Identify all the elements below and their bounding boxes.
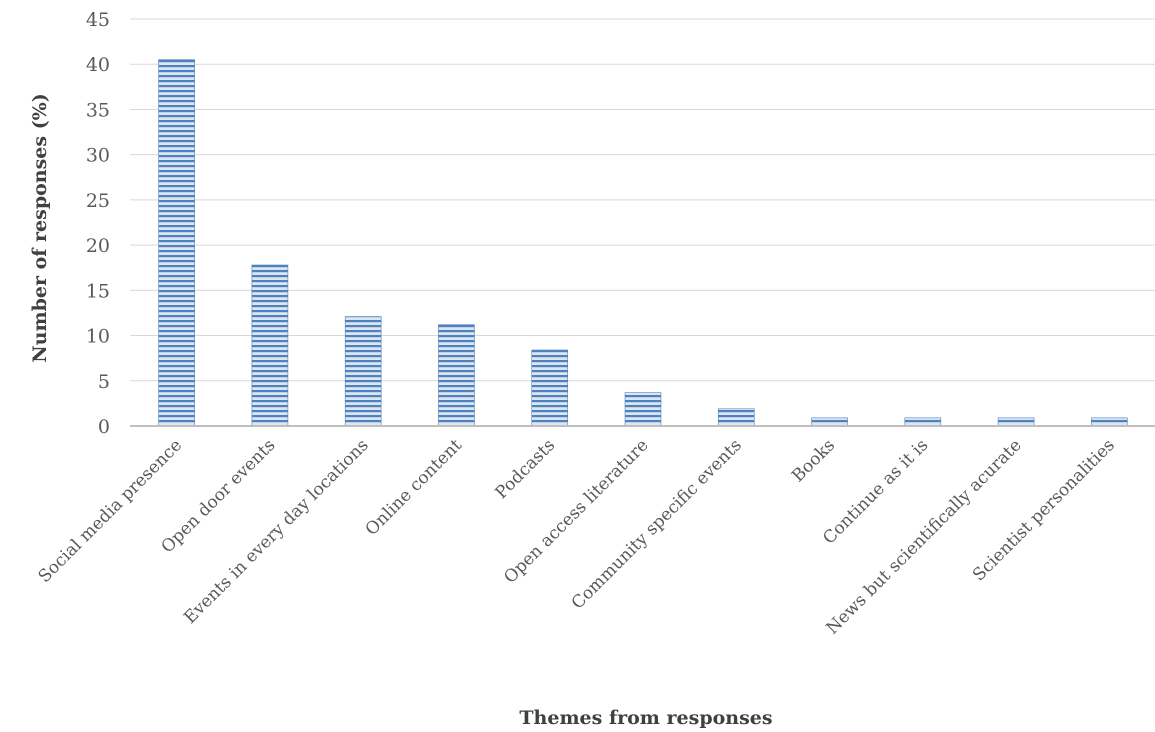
bar bbox=[1091, 417, 1128, 427]
y-tick-label: 5 bbox=[98, 371, 110, 393]
bar bbox=[344, 316, 382, 427]
y-tick-label: 30 bbox=[86, 145, 110, 167]
bar bbox=[531, 349, 569, 427]
y-tick-label: 35 bbox=[86, 99, 110, 121]
bars bbox=[158, 59, 1128, 427]
y-tick-label: 0 bbox=[98, 416, 110, 438]
y-tick-label: 15 bbox=[86, 280, 110, 302]
bar bbox=[438, 324, 475, 427]
y-axis-title: Number of responses (%) bbox=[29, 93, 51, 362]
y-tick-label: 20 bbox=[86, 235, 110, 257]
y-tick-label: 10 bbox=[86, 326, 110, 348]
bar bbox=[904, 417, 942, 427]
x-tick-label: Social media presence bbox=[35, 435, 186, 586]
y-tick-labels: 0 5 10 15 20 25 30 35 40 45 bbox=[86, 9, 110, 438]
x-tick-label: Community specific events bbox=[568, 435, 746, 613]
bar bbox=[158, 59, 195, 427]
bar bbox=[717, 408, 755, 427]
y-tick-label: 40 bbox=[86, 54, 110, 76]
y-tick-label: 45 bbox=[86, 9, 110, 31]
bar bbox=[624, 392, 662, 427]
x-tick-label: Books bbox=[788, 435, 839, 486]
x-tick-label: Events in every day locations bbox=[180, 435, 372, 627]
x-tick-label: Online content bbox=[362, 435, 466, 539]
bar bbox=[251, 264, 289, 427]
x-tick-label: News but scientifically acurate bbox=[822, 435, 1025, 638]
y-tick-label: 25 bbox=[86, 190, 110, 212]
bar bbox=[997, 417, 1035, 427]
x-axis-title: Themes from responses bbox=[519, 707, 772, 729]
x-tick-label: Podcasts bbox=[492, 435, 560, 503]
bar bbox=[811, 417, 848, 427]
gridlines bbox=[130, 18, 1155, 382]
